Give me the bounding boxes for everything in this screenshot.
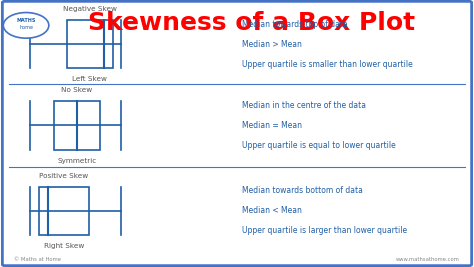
Text: home: home — [19, 25, 33, 30]
Text: Skewness of a Box Plot: Skewness of a Box Plot — [88, 11, 415, 35]
Bar — [54, 101, 100, 150]
Text: Upper quartile is larger than lower quartile: Upper quartile is larger than lower quar… — [242, 226, 407, 235]
Text: Median towards top of data: Median towards top of data — [242, 19, 347, 29]
Text: Left Skew: Left Skew — [73, 76, 107, 82]
Text: Right Skew: Right Skew — [44, 243, 84, 249]
Bar — [38, 187, 89, 235]
Text: Negative Skew: Negative Skew — [63, 6, 117, 12]
Text: Median = Mean: Median = Mean — [242, 121, 302, 130]
Text: www.mathsathome.com: www.mathsathome.com — [396, 257, 460, 262]
Bar — [67, 20, 113, 68]
Circle shape — [3, 13, 49, 38]
Text: Median < Mean: Median < Mean — [242, 206, 301, 215]
Text: Symmetric: Symmetric — [57, 158, 96, 163]
Text: Positive Skew: Positive Skew — [39, 173, 88, 179]
Text: No Skew: No Skew — [61, 88, 92, 93]
Text: © Maths at Home: © Maths at Home — [14, 257, 61, 262]
Text: Median towards bottom of data: Median towards bottom of data — [242, 186, 363, 195]
Text: Median > Mean: Median > Mean — [242, 40, 301, 49]
Text: MATHS: MATHS — [17, 18, 36, 23]
Text: Upper quartile is equal to lower quartile: Upper quartile is equal to lower quartil… — [242, 141, 395, 150]
Text: Upper quartile is smaller than lower quartile: Upper quartile is smaller than lower qua… — [242, 60, 412, 69]
Text: Median in the centre of the data: Median in the centre of the data — [242, 101, 366, 110]
